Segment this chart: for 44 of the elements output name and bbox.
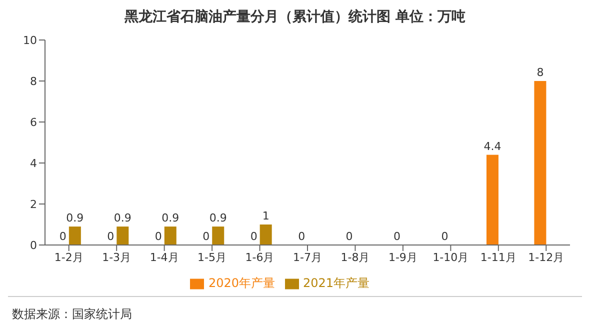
x-tick-label: 1-12月	[528, 250, 564, 264]
data-label: 0.9	[162, 212, 180, 225]
data-label: 0	[394, 230, 401, 243]
x-tick-label: 1-7月	[293, 250, 322, 264]
data-label: 0	[298, 230, 306, 243]
data-label: 0.9	[66, 212, 84, 225]
data-label: 0	[59, 230, 66, 243]
y-tick-label: 6	[30, 116, 37, 129]
bar	[486, 154, 498, 245]
data-label: 0.9	[209, 212, 227, 225]
data-label: 0	[346, 230, 353, 243]
y-tick-label: 8	[30, 74, 37, 88]
legend-label: 2020年产量	[208, 276, 275, 290]
data-label: 0	[250, 230, 258, 243]
data-label: 0	[107, 230, 114, 243]
data-label: 0	[441, 230, 448, 243]
y-tick-label: 10	[23, 34, 37, 47]
legend-label: 2021年产量	[303, 276, 370, 290]
x-tick-label: 1-2月	[54, 250, 84, 264]
chart-title: 黑龙江省石脑油产量分月（累计值）统计图 单位：万吨	[124, 8, 466, 26]
bar	[68, 226, 81, 245]
bar	[212, 226, 224, 245]
data-label: 0	[154, 230, 162, 243]
x-tick-label: 1-3月	[102, 250, 132, 264]
x-tick-label: 1-8月	[340, 250, 370, 264]
x-tick-label: 1-9月	[388, 250, 418, 264]
bar	[260, 224, 272, 245]
x-tick-label: 1-11月	[480, 250, 516, 264]
bar	[116, 226, 129, 245]
x-tick-label: 1-6月	[245, 250, 274, 264]
data-label: 8	[536, 66, 544, 79]
x-tick-label: 1-4月	[150, 250, 179, 264]
x-tick-label: 1-5月	[198, 250, 227, 264]
data-label: 0	[202, 230, 210, 243]
data-label: 4.4	[484, 140, 502, 153]
bar	[164, 226, 176, 245]
source-note: 数据来源：国家统计局	[12, 306, 132, 323]
data-label: 0.9	[114, 212, 132, 225]
bar	[534, 81, 546, 245]
y-tick-label: 2	[30, 198, 37, 211]
y-tick-label: 4	[30, 156, 37, 170]
y-tick-label: 0	[30, 238, 37, 252]
x-tick-label: 1-10月	[432, 250, 469, 264]
data-label: 1	[262, 210, 270, 222]
